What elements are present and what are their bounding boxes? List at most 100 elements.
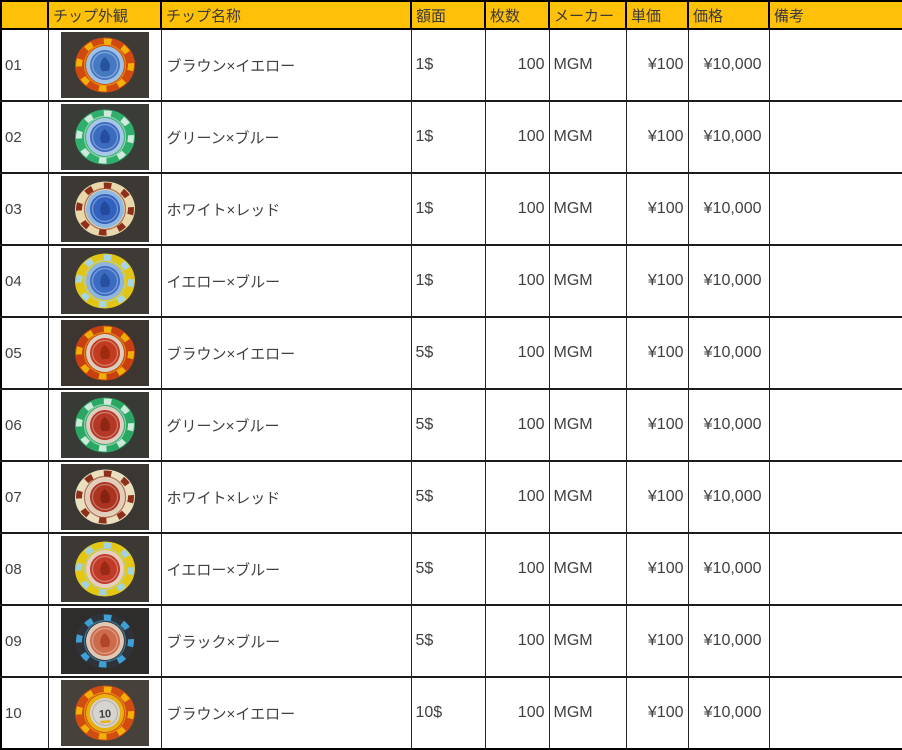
- chip-photo-cell: [47, 316, 162, 390]
- quantity-cell: 100: [484, 100, 550, 174]
- price-cell: ¥10,000: [687, 100, 770, 174]
- table-row: 07 ホワイト×レッド 5$ 100 MGM ¥100 ¥10,000: [0, 460, 902, 534]
- poker-chip-graphic: [60, 32, 149, 98]
- quantity-cell: 100: [484, 532, 550, 606]
- chip-name-cell: イエロー×ブルー: [160, 532, 412, 606]
- row-number-cell: 09: [0, 604, 49, 678]
- header-cell-name: チップ名称: [160, 0, 412, 30]
- row-number-cell: 08: [0, 532, 49, 606]
- quantity-cell: 100: [484, 460, 550, 534]
- header-cell-quantity: 枚数: [484, 0, 550, 30]
- chip-name-cell: ブラウン×イエロー: [160, 28, 412, 102]
- denomination-cell: 5$: [410, 532, 486, 606]
- chip-photo-cell: [47, 244, 162, 318]
- quantity-cell: 100: [484, 244, 550, 318]
- chip-photo-image: [60, 176, 149, 242]
- denomination-cell: 1$: [410, 100, 486, 174]
- denomination-cell: 5$: [410, 460, 486, 534]
- price-cell: ¥10,000: [687, 460, 770, 534]
- price-cell: ¥10,000: [687, 244, 770, 318]
- quantity-cell: 100: [484, 604, 550, 678]
- maker-cell: MGM: [548, 316, 627, 390]
- maker-cell: MGM: [548, 460, 627, 534]
- table-row: 02 グリーン×ブルー 1$ 100 MGM ¥100 ¥10,000: [0, 100, 902, 174]
- maker-cell: MGM: [548, 532, 627, 606]
- chip-photo-image: [60, 464, 149, 530]
- header-cell-appearance: チップ外観: [47, 0, 162, 30]
- quantity-cell: 100: [484, 388, 550, 462]
- header-row: チップ外観 チップ名称 額面 枚数 メーカー 単価 価格 備考: [0, 0, 902, 30]
- maker-cell: MGM: [548, 604, 627, 678]
- poker-chip-graphic: [60, 392, 149, 458]
- denomination-cell: 1$: [410, 172, 486, 246]
- header-cell-remarks: 備考: [768, 0, 902, 30]
- chip-photo-cell: [47, 28, 162, 102]
- row-number-cell: 03: [0, 172, 49, 246]
- row-number-cell: 02: [0, 100, 49, 174]
- table-row: 10 10 ブラウン×イエロー 10$ 100 MGM ¥100 ¥10,000: [0, 676, 902, 750]
- denomination-cell: 5$: [410, 388, 486, 462]
- chip-name-cell: ホワイト×レッド: [160, 460, 412, 534]
- denomination-cell: 5$: [410, 316, 486, 390]
- chip-photo-image: [60, 104, 149, 170]
- row-number-cell: 10: [0, 676, 49, 750]
- maker-cell: MGM: [548, 100, 627, 174]
- remarks-cell: [768, 460, 902, 534]
- maker-cell: MGM: [548, 676, 627, 750]
- remarks-cell: [768, 388, 902, 462]
- unit-price-cell: ¥100: [625, 532, 689, 606]
- poker-chip-graphic: [60, 104, 149, 170]
- chip-photo-cell: [47, 388, 162, 462]
- chip-name-cell: グリーン×ブルー: [160, 388, 412, 462]
- denomination-cell: 10$: [410, 676, 486, 750]
- header-cell-denomination: 額面: [410, 0, 486, 30]
- chip-name-cell: ブラウン×イエロー: [160, 316, 412, 390]
- unit-price-cell: ¥100: [625, 604, 689, 678]
- price-cell: ¥10,000: [687, 604, 770, 678]
- row-number-cell: 07: [0, 460, 49, 534]
- maker-cell: MGM: [548, 28, 627, 102]
- chip-name-cell: グリーン×ブルー: [160, 100, 412, 174]
- chip-photo-image: 10: [60, 680, 149, 746]
- chip-name-cell: ブラック×ブルー: [160, 604, 412, 678]
- table-row: 03 ホワイト×レッド 1$ 100 MGM ¥100 ¥10,000: [0, 172, 902, 246]
- table-header: チップ外観 チップ名称 額面 枚数 メーカー 単価 価格 備考: [0, 0, 902, 30]
- table-row: 04 イエロー×ブルー 1$ 100 MGM ¥100 ¥10,000: [0, 244, 902, 318]
- row-number-cell: 06: [0, 388, 49, 462]
- table-row: 05 ブラウン×イエロー 5$ 100 MGM ¥100 ¥10,000: [0, 316, 902, 390]
- chip-photo-cell: [47, 532, 162, 606]
- price-cell: ¥10,000: [687, 676, 770, 750]
- remarks-cell: [768, 172, 902, 246]
- chip-photo-image: [60, 320, 149, 386]
- maker-cell: MGM: [548, 388, 627, 462]
- unit-price-cell: ¥100: [625, 244, 689, 318]
- row-number-cell: 05: [0, 316, 49, 390]
- remarks-cell: [768, 604, 902, 678]
- quantity-cell: 100: [484, 316, 550, 390]
- poker-chip-graphic: 10: [60, 680, 149, 746]
- poker-chip-graphic: [60, 176, 149, 242]
- header-cell-price: 価格: [687, 0, 770, 30]
- header-cell-unit-price: 単価: [625, 0, 689, 30]
- chip-photo-cell: [47, 100, 162, 174]
- poker-chip-graphic: [60, 320, 149, 386]
- remarks-cell: [768, 316, 902, 390]
- chip-photo-image: [60, 608, 149, 674]
- chip-photo-image: [60, 248, 149, 314]
- chip-photo-cell: [47, 604, 162, 678]
- unit-price-cell: ¥100: [625, 460, 689, 534]
- chip-name-cell: ホワイト×レッド: [160, 172, 412, 246]
- table-row: 08 イエロー×ブルー 5$ 100 MGM ¥100 ¥10,000: [0, 532, 902, 606]
- remarks-cell: [768, 676, 902, 750]
- remarks-cell: [768, 532, 902, 606]
- unit-price-cell: ¥100: [625, 172, 689, 246]
- chip-photo-cell: [47, 460, 162, 534]
- unit-price-cell: ¥100: [625, 676, 689, 750]
- remarks-cell: [768, 28, 902, 102]
- table-row: 09 ブラック×ブルー 5$ 100 MGM ¥100 ¥10,000: [0, 604, 902, 678]
- row-number-cell: 01: [0, 28, 49, 102]
- denomination-cell: 1$: [410, 28, 486, 102]
- price-cell: ¥10,000: [687, 316, 770, 390]
- chip-photo-cell: 10: [47, 676, 162, 750]
